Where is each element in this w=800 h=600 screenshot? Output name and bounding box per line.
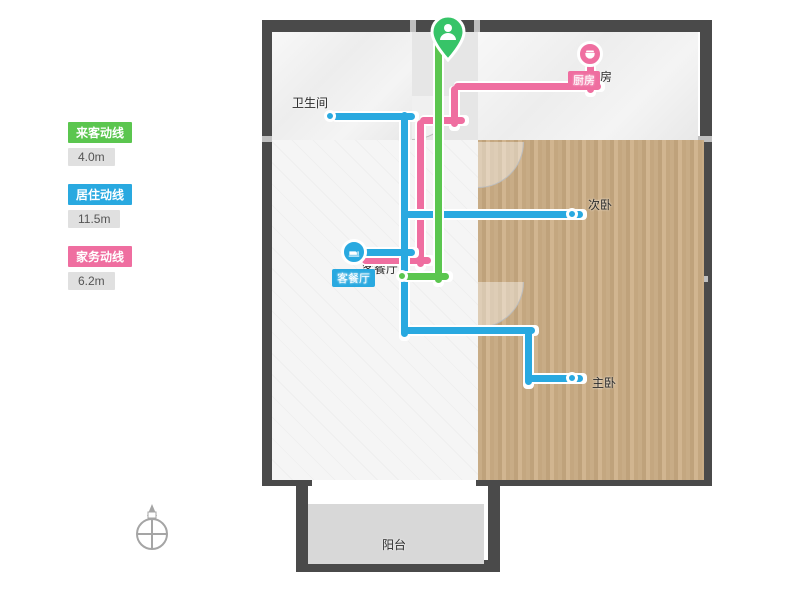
node-bed2_dot — [566, 208, 578, 220]
path-live — [401, 170, 408, 225]
path-live — [404, 211, 583, 218]
room-balcony — [308, 504, 484, 564]
path-guest — [402, 273, 449, 280]
path-guest — [435, 40, 442, 283]
node-label-kitchen_node: 厨房 — [568, 71, 600, 89]
legend: 来客动线 4.0m 居住动线 11.5m 家务动线 6.2m — [68, 122, 132, 308]
legend-label-guest: 来客动线 — [68, 122, 132, 143]
wall-seg — [296, 486, 308, 572]
node-label-living_node: 客餐厅 — [332, 269, 375, 287]
node-bath_dot — [324, 110, 336, 122]
legend-value-guest: 4.0m — [68, 148, 115, 166]
wall-seg — [262, 20, 712, 32]
room-label-bed1: 主卧 — [592, 374, 616, 391]
legend-value-house: 6.2m — [68, 272, 115, 290]
legend-value-live: 11.5m — [68, 210, 120, 228]
legend-label-house: 家务动线 — [68, 246, 132, 267]
room-label-bed2: 次卧 — [588, 196, 612, 213]
legend-label-live: 居住动线 — [68, 184, 132, 205]
floor-plan: 卫生间厨房客餐厅次卧主卧阳台客餐厅厨房 — [232, 20, 752, 580]
legend-item-house: 家务动线 6.2m — [68, 246, 132, 290]
wall-seg — [488, 486, 500, 572]
room-label-bath: 卫生间 — [292, 94, 328, 111]
node-kitchen_node — [577, 41, 603, 67]
room-living — [272, 140, 478, 480]
legend-item-live: 居住动线 11.5m — [68, 184, 132, 228]
entry-pin-icon — [428, 14, 468, 64]
node-living_node — [341, 239, 367, 265]
path-house — [417, 120, 424, 267]
path-live — [401, 252, 408, 337]
path-house — [362, 257, 431, 264]
path-live — [404, 327, 535, 334]
node-bed1_dot — [566, 372, 578, 384]
room-label-balcony: 阳台 — [382, 536, 406, 553]
compass-icon — [130, 498, 174, 554]
legend-item-guest: 来客动线 4.0m — [68, 122, 132, 166]
node-living_dot — [396, 270, 408, 282]
room-bath — [272, 32, 412, 140]
